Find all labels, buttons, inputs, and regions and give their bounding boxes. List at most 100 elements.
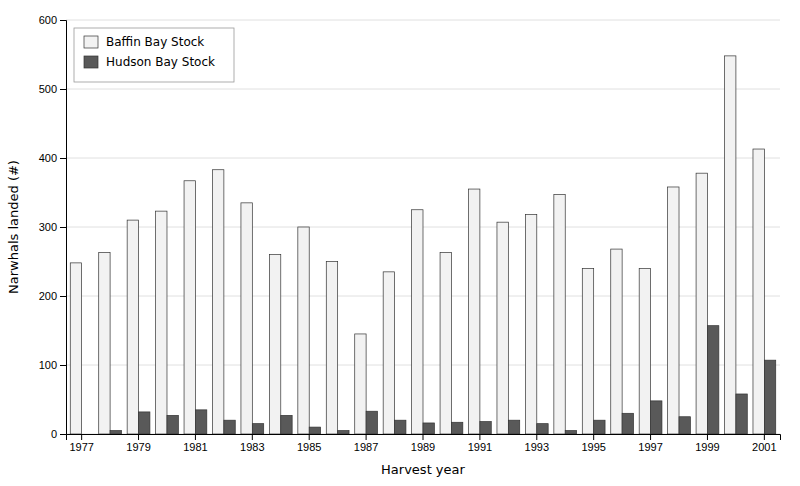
bar xyxy=(469,189,480,434)
grid-line xyxy=(66,89,780,90)
bar xyxy=(707,326,718,434)
y-axis: 0100200300400500600 xyxy=(39,14,67,440)
y-tick-label: 400 xyxy=(39,152,57,164)
x-tick: 1981 xyxy=(183,434,207,453)
x-tick-mark xyxy=(81,434,82,440)
y-tick: 0 xyxy=(51,428,66,440)
legend: Baffin Bay Stock Hudson Bay Stock xyxy=(74,28,234,82)
y-tick-label: 500 xyxy=(39,83,57,95)
bar xyxy=(309,427,320,434)
x-tick: 1991 xyxy=(468,434,492,453)
bar xyxy=(582,268,593,434)
bar xyxy=(725,56,736,434)
y-tick: 100 xyxy=(39,359,66,371)
grid-line xyxy=(66,158,780,159)
y-tick: 500 xyxy=(39,83,66,95)
bar xyxy=(537,424,548,434)
bar xyxy=(565,431,576,434)
x-tick-mark xyxy=(536,434,537,440)
grid-line xyxy=(66,20,780,21)
bar xyxy=(241,203,252,434)
y-tick: 200 xyxy=(39,290,66,302)
y-tick-mark xyxy=(60,296,66,297)
x-tick-mark xyxy=(650,434,651,440)
x-tick-label: 1993 xyxy=(525,441,549,453)
y-tick-mark xyxy=(60,365,66,366)
bar xyxy=(298,227,309,434)
legend-label: Baffin Bay Stock xyxy=(106,35,204,49)
plot: 1977197919811983198519871989199119931995… xyxy=(39,14,781,453)
x-tick-mark xyxy=(366,434,367,440)
bar xyxy=(184,181,195,434)
y-tick-label: 200 xyxy=(39,290,57,302)
y-tick-label: 300 xyxy=(39,221,57,233)
bar xyxy=(110,431,121,434)
bar xyxy=(696,173,707,434)
x-tick-label: 1979 xyxy=(126,441,150,453)
x-tick: 1979 xyxy=(126,434,150,453)
x-tick-label: 1981 xyxy=(183,441,207,453)
x-tick-mark xyxy=(593,434,594,440)
bar xyxy=(139,412,150,434)
grid xyxy=(66,20,780,434)
x-tick-mark xyxy=(764,434,765,440)
legend-item: Hudson Bay Stock xyxy=(84,55,215,69)
y-axis-title: Narwhals landed (#) xyxy=(6,160,21,294)
x-tick-label: 1991 xyxy=(468,441,492,453)
x-tick: 1995 xyxy=(581,434,605,453)
x-tick: 1987 xyxy=(354,434,378,453)
x-axis-line xyxy=(67,435,781,441)
y-tick-mark xyxy=(60,20,66,21)
bar xyxy=(412,210,423,434)
x-tick-mark xyxy=(707,434,708,440)
x-tick-label: 1987 xyxy=(354,441,378,453)
series xyxy=(70,56,764,434)
x-tick-mark xyxy=(138,434,139,440)
bar xyxy=(70,263,81,434)
x-tick: 1993 xyxy=(525,434,549,453)
bar xyxy=(252,424,263,434)
bar xyxy=(679,417,690,434)
x-tick: 1997 xyxy=(638,434,662,453)
x-tick-label: 1977 xyxy=(69,441,93,453)
bar xyxy=(611,249,622,434)
bar xyxy=(281,415,292,434)
x-tick-label: 1995 xyxy=(581,441,605,453)
y-tick: 300 xyxy=(39,221,66,233)
bar xyxy=(99,253,110,434)
bar xyxy=(224,420,235,434)
x-tick-mark xyxy=(479,434,480,440)
bar xyxy=(639,268,650,434)
legend-swatch xyxy=(84,36,98,48)
x-axis-title: Harvest year xyxy=(381,462,465,477)
bar xyxy=(82,434,93,435)
bar xyxy=(525,215,536,434)
chart: 1977197919811983198519871989199119931995… xyxy=(0,0,800,486)
bar xyxy=(594,420,605,434)
x-tick: 1977 xyxy=(69,434,93,453)
bar xyxy=(212,170,223,434)
x-tick-mark xyxy=(309,434,310,440)
y-tick-mark xyxy=(60,434,66,435)
bar xyxy=(764,360,775,434)
bar xyxy=(366,411,377,434)
bar xyxy=(395,420,406,434)
bar xyxy=(423,423,434,434)
y-tick-mark xyxy=(60,227,66,228)
bar xyxy=(753,149,764,434)
bar xyxy=(622,413,633,434)
bars xyxy=(70,56,775,434)
series xyxy=(110,326,776,434)
y-tick-label: 100 xyxy=(39,359,57,371)
bar xyxy=(651,401,662,434)
bar xyxy=(668,187,679,434)
x-tick-label: 1983 xyxy=(240,441,264,453)
bar xyxy=(355,334,366,434)
y-axis-line xyxy=(60,21,67,435)
bar xyxy=(480,422,491,434)
bar xyxy=(326,262,337,435)
x-tick-label: 1989 xyxy=(411,441,435,453)
x-tick-label: 1999 xyxy=(695,441,719,453)
x-tick: 1999 xyxy=(695,434,719,453)
bar xyxy=(736,394,747,434)
